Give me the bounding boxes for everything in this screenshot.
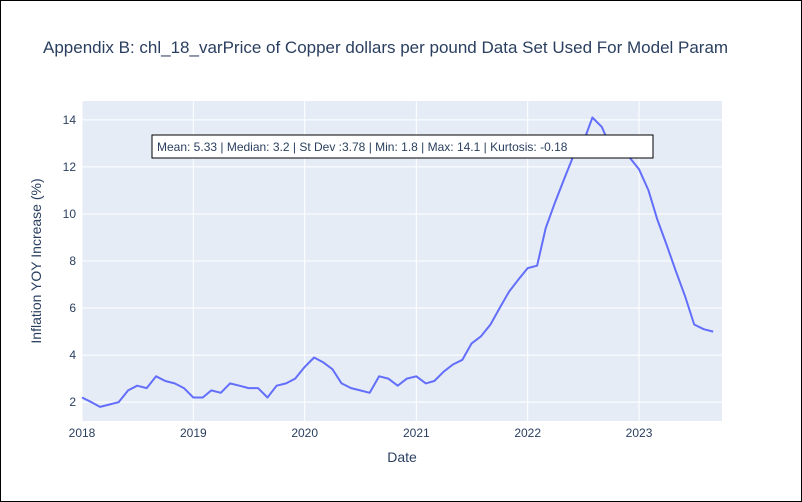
y-tick-label: 12 [63,160,77,174]
x-tick-label: 2022 [514,426,541,440]
y-axis-title: Inflation YOY Increase (%) [28,178,44,343]
x-tick-label: 2018 [69,426,96,440]
y-tick-label: 8 [69,254,76,268]
chart-title: Appendix B: chl_18_varPrice of Copper do… [43,38,728,57]
y-tick-label: 2 [69,395,76,409]
tick-labels: 2 4 6 8 10 12 14 2018 2019 2020 2021 2022 2023 [63,113,653,440]
y-tick-label: 10 [63,207,77,221]
stats-annotation: Mean: 5.33 | Median: 3.2 | St Dev :3.78 … [151,134,654,159]
x-axis-title: Date [387,449,417,465]
annotation-box [151,134,654,159]
x-tick-label: 2019 [180,426,207,440]
y-tick-label: 14 [63,113,77,127]
y-tick-label: 6 [69,301,76,315]
x-tick-label: 2020 [291,426,318,440]
annotation-text: Mean: 5.33 | Median: 3.2 | St Dev :3.78 … [157,140,568,154]
x-tick-label: 2023 [626,426,653,440]
x-tick-label: 2021 [403,426,430,440]
y-tick-label: 4 [69,348,76,362]
